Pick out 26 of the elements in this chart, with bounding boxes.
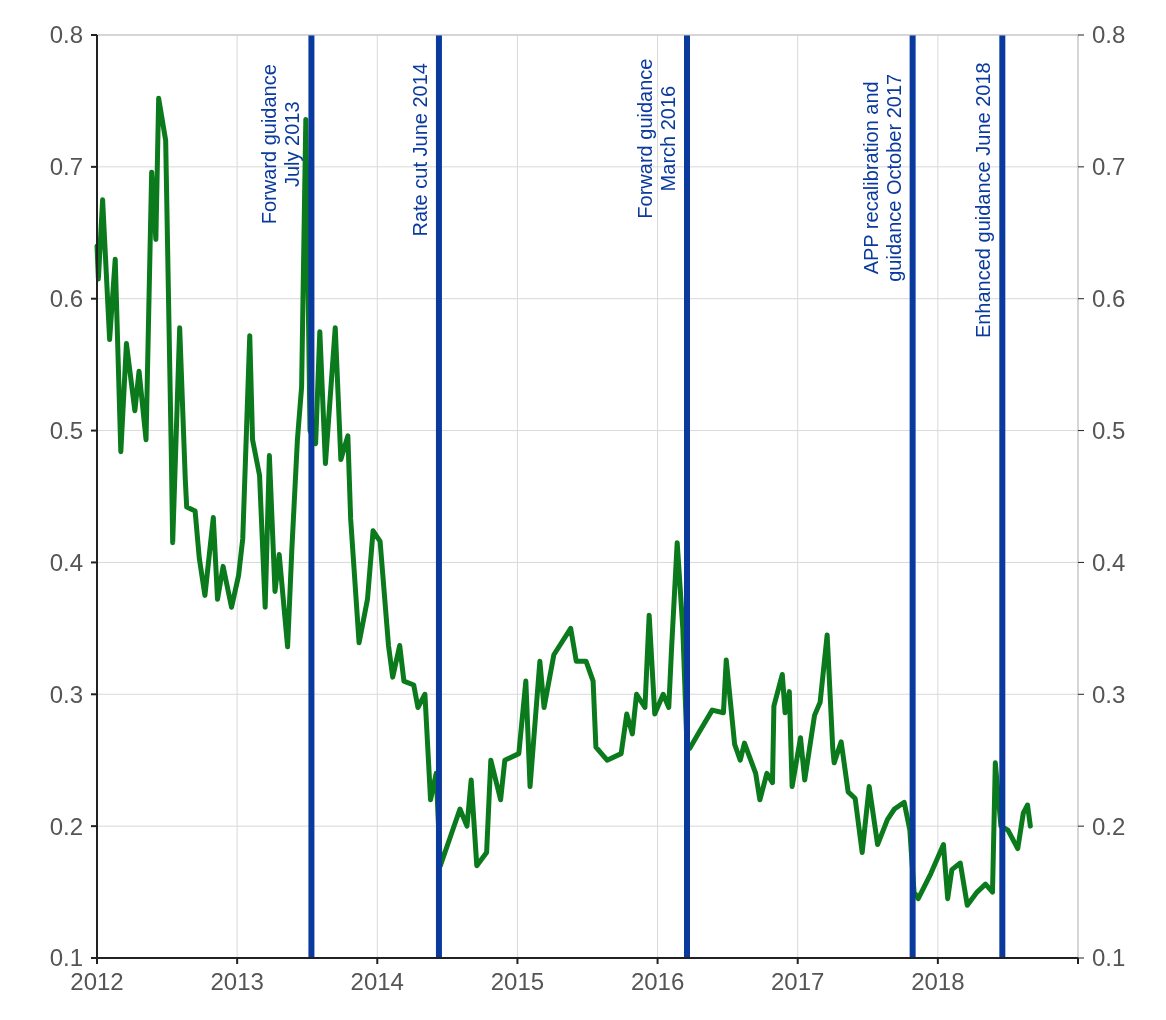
x-tick-label: 2017	[771, 968, 825, 995]
y2-tick-label: 0.1	[1092, 944, 1126, 972]
y2-tick-label: 0.5	[1092, 416, 1126, 444]
y2-tick-label: 0.8	[1092, 21, 1126, 49]
ref-line-label: Rate cut June 2014	[408, 63, 431, 237]
y2-tick-label: 0.7	[1092, 153, 1126, 181]
x-tick-label: 2018	[911, 968, 965, 995]
y2-tick-label: 0.4	[1092, 548, 1126, 576]
y2-tick-label: 0.3	[1092, 680, 1126, 708]
x-tick-label: 2014	[350, 968, 404, 995]
y-tick-label: 0.5	[49, 416, 83, 444]
y-tick-label: 0.8	[49, 21, 83, 49]
y-tick-label: 0.4	[49, 548, 83, 576]
x-tick-label: 2015	[490, 968, 545, 995]
ref-line-label: Forward guidance July 2013	[258, 64, 304, 225]
y-tick-label: 0.7	[49, 153, 83, 181]
ref-line-label: APP recalibration and guidance October 2017	[859, 73, 905, 282]
x-tick-label: 2016	[630, 968, 685, 995]
x-tick-label: 2013	[210, 968, 264, 995]
y2-tick-label: 0.2	[1092, 812, 1126, 840]
y-tick-label: 0.3	[49, 680, 83, 708]
y2-tick-label: 0.6	[1092, 285, 1126, 313]
y-tick-label: 0.2	[49, 812, 83, 840]
ref-line-label: Forward guidance March 2016	[634, 58, 679, 219]
ref-line-label: Enhanced guidance June 2018	[972, 62, 995, 339]
y-tick-label: 0.6	[49, 285, 83, 313]
